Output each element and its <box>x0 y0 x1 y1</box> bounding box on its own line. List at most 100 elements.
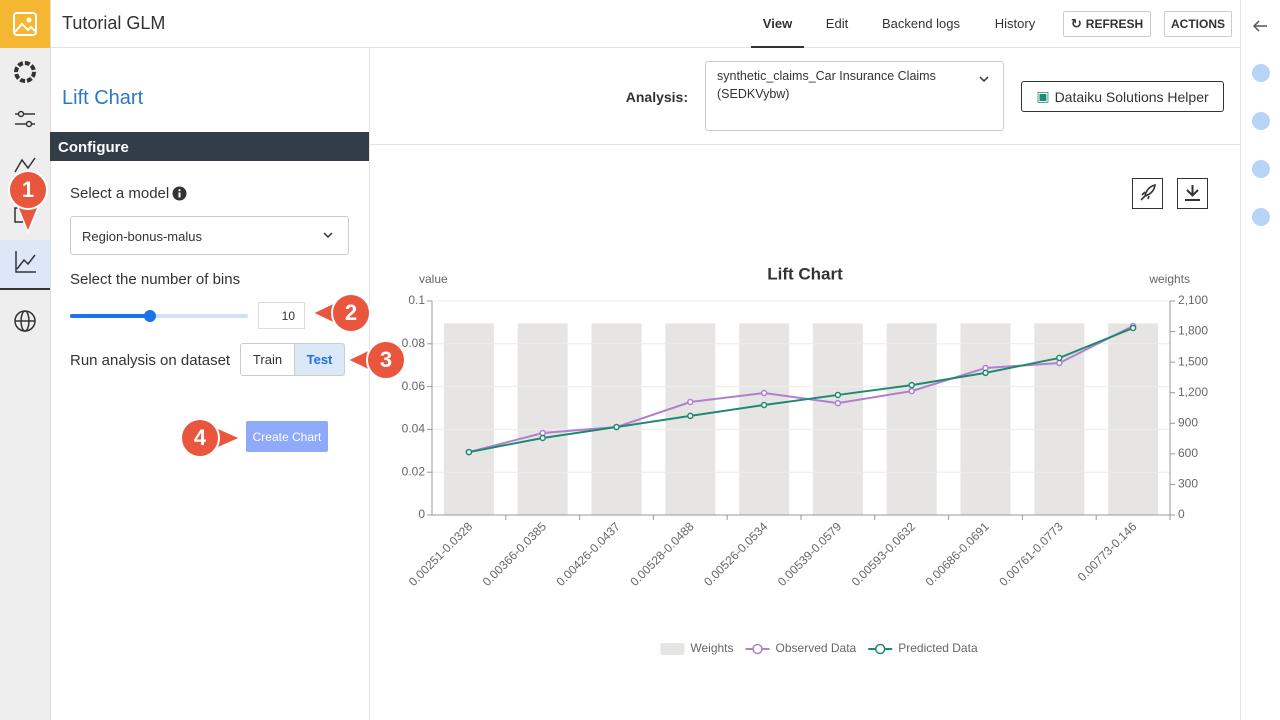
analysis-label: Analysis: <box>625 89 688 105</box>
rail-selected[interactable] <box>0 240 50 290</box>
refresh-button[interactable]: ↻ REFRESH <box>1063 11 1151 37</box>
rail-icon[interactable] <box>14 61 36 83</box>
dropdown-arrow <box>323 232 333 239</box>
y2-tick-label: 1,500 <box>1178 354 1208 368</box>
rail-icon[interactable] <box>1252 160 1270 178</box>
panel-divider <box>369 48 370 720</box>
legend-label: Predicted Data <box>898 641 978 655</box>
y2-tick-label: 600 <box>1178 446 1198 460</box>
helper-label: Dataiku Solutions Helper <box>1054 88 1209 105</box>
model-label: Select a model <box>70 185 170 202</box>
chart-tools <box>1132 178 1208 209</box>
x-tick-label: 0.00593-0.0632 <box>849 519 919 589</box>
slider-knob[interactable] <box>144 310 156 322</box>
slider-track[interactable] <box>70 314 248 318</box>
panel-title: Lift Chart <box>62 87 144 109</box>
line-point <box>982 369 989 377</box>
refresh-icon: ↻ <box>1070 16 1082 31</box>
x-tick-label: 0.00539-0.0579 <box>775 519 845 589</box>
download-icon <box>1185 185 1200 201</box>
rail-icon[interactable] <box>14 310 36 332</box>
line-point <box>1056 359 1063 367</box>
collapse-icon[interactable] <box>1252 20 1267 32</box>
refresh-label: REFRESH <box>1085 17 1144 31</box>
toggle-test[interactable]: Test <box>294 343 345 376</box>
right-rail-icons <box>1252 20 1270 226</box>
rail-icon[interactable] <box>15 110 35 128</box>
icon-rail <box>0 0 51 720</box>
tab[interactable]: History <box>994 15 1036 31</box>
legend-swatch <box>874 643 886 655</box>
line-point <box>1056 354 1063 362</box>
right-rail <box>1240 0 1280 720</box>
section-title: Configure <box>58 139 129 156</box>
app-icon-glyph <box>13 12 37 36</box>
app-icon[interactable] <box>0 0 50 48</box>
x-tick-label: 0.00528-0.0488 <box>627 519 697 589</box>
legend: Weights Observed Data Predicted Data <box>660 641 978 655</box>
helper-icon: ▣ <box>1036 88 1050 104</box>
line-point <box>760 401 768 409</box>
line-point <box>834 391 842 399</box>
y-tick-label: 0.1 <box>408 293 425 307</box>
x-tick-label: 0.00761-0.0773 <box>996 519 1066 589</box>
x-tick-label: 0.00366-0.0385 <box>480 519 550 589</box>
line-point <box>613 423 620 431</box>
x-tick-label: 0.00426-0.0437 <box>554 519 624 589</box>
legend-label: Weights <box>690 641 733 655</box>
bars <box>443 323 1159 515</box>
y-tick-label: 0.06 <box>402 379 426 393</box>
bins-label: Select the number of bins <box>70 271 241 288</box>
rail-icon[interactable] <box>15 251 36 273</box>
line-point <box>465 448 473 456</box>
bar <box>591 323 642 515</box>
bar <box>1108 323 1159 515</box>
line-point <box>760 389 768 397</box>
bar <box>886 323 937 515</box>
line-point <box>908 387 915 395</box>
x-tick-label: 0.00686-0.0691 <box>923 519 993 589</box>
rocket-button[interactable] <box>1132 178 1163 209</box>
model-select[interactable] <box>70 216 349 255</box>
y-tick-label: 0.08 <box>402 336 426 350</box>
legend-label: Observed Data <box>776 641 857 655</box>
rail-icon[interactable] <box>1252 208 1270 226</box>
chart-title: Lift Chart <box>767 264 843 283</box>
analysis-select[interactable] <box>705 61 1004 131</box>
tab[interactable]: View <box>751 0 804 48</box>
bins-input[interactable]: 10 <box>258 302 305 329</box>
bar <box>517 323 568 515</box>
header <box>50 0 1240 48</box>
y-tick-label: 0 <box>418 507 425 521</box>
dataset-label: Run analysis on dataset <box>70 352 231 369</box>
line-point <box>687 412 694 420</box>
create-chart-button[interactable]: Create Chart <box>246 421 328 452</box>
bar <box>443 323 494 515</box>
rail-icon[interactable] <box>1252 112 1270 130</box>
tab[interactable]: Edit <box>825 15 849 31</box>
info-icon[interactable] <box>172 186 187 201</box>
analysis-value: synthetic_claims_Car Insurance Claims (S… <box>717 69 936 101</box>
line <box>468 327 1134 454</box>
y-axis-label: value <box>419 272 448 286</box>
bar <box>739 323 790 515</box>
x-tick-label: 0.00251-0.0328 <box>406 519 476 589</box>
x-tick-label: 0.00773-0.146 <box>1075 519 1140 584</box>
y-tick-label: 0.04 <box>402 422 426 436</box>
y2-tick-label: 1,200 <box>1178 385 1208 399</box>
line-point <box>834 399 842 407</box>
section-bar <box>50 132 369 161</box>
line-point <box>539 434 546 442</box>
helper-button[interactable]: ▣ Dataiku Solutions Helper <box>1021 81 1224 112</box>
rail-icon[interactable] <box>14 157 36 173</box>
dropdown-arrow <box>979 76 989 83</box>
bar <box>812 323 863 515</box>
rocket-icon <box>1140 183 1156 201</box>
app-title: Tutorial GLM <box>62 13 166 33</box>
actions-button[interactable]: ACTIONS <box>1164 11 1232 37</box>
tab[interactable]: Backend logs <box>881 15 961 31</box>
rail-icon[interactable] <box>1252 64 1270 82</box>
